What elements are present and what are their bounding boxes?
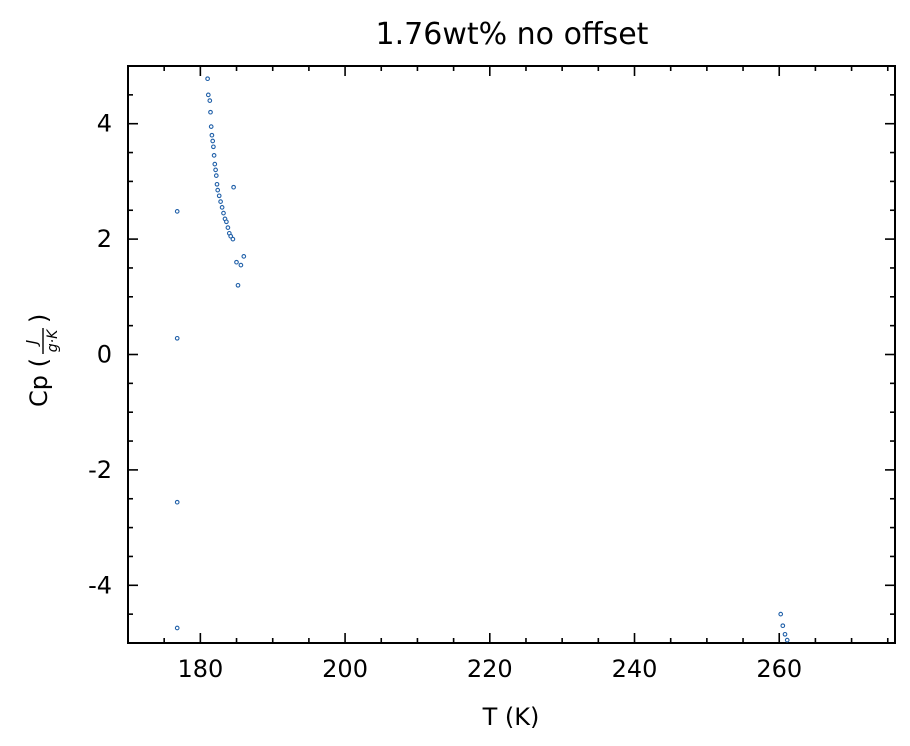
data-point: [174, 625, 180, 631]
data-point: [205, 76, 210, 82]
data-point: [224, 219, 229, 225]
data-point: [230, 236, 236, 242]
x-tick-label: 220: [467, 655, 513, 683]
data-point: [228, 233, 234, 239]
data-point: [234, 259, 239, 265]
y-tick-label: 4: [97, 110, 112, 138]
x-tick-label: 180: [177, 655, 223, 683]
x-axis-label: T (K): [482, 703, 540, 731]
data-point: [784, 637, 790, 643]
y-axis-label-numerator: J: [23, 340, 41, 347]
data-point: [778, 611, 784, 617]
x-tick-label: 200: [322, 655, 368, 683]
data-point: [221, 210, 226, 216]
y-tick-label: -2: [88, 456, 112, 484]
y-axis-label-suffix: ): [25, 314, 53, 323]
x-tick-label: 240: [612, 655, 658, 683]
data-point: [211, 153, 217, 158]
data-point: [218, 199, 223, 204]
plot-area-frame: [127, 65, 896, 644]
data-point: [174, 335, 180, 341]
y-tick-label: -4: [88, 571, 112, 599]
data-point: [213, 173, 219, 178]
data-point: [214, 181, 220, 187]
chart-title: 1.76wt% no offset: [376, 17, 649, 52]
data-point: [225, 225, 231, 230]
data-point: [211, 144, 216, 150]
y-axis-label-denominator: g·K: [45, 328, 61, 352]
data-point: [210, 138, 216, 144]
data-point: [209, 132, 215, 138]
data-point: [219, 205, 225, 210]
data-point: [782, 631, 788, 637]
y-axis-label-prefix: Cp (: [25, 358, 53, 407]
axis-ticks: [128, 65, 895, 644]
y-tick-label: 0: [97, 341, 112, 369]
y-tick-label: 2: [97, 225, 112, 253]
data-point: [231, 184, 236, 190]
data-point: [174, 209, 180, 214]
data-point: [213, 167, 218, 173]
data-point: [208, 124, 214, 129]
data-point: [241, 254, 247, 259]
data-point: [215, 187, 221, 193]
x-tick-label: 260: [756, 655, 802, 683]
data-point: [780, 623, 786, 629]
data-point: [238, 262, 244, 268]
data-point: [212, 161, 218, 167]
data-point: [216, 193, 222, 199]
data-point: [208, 109, 213, 115]
y-axis-label: Cp ( J g·K ): [23, 314, 61, 407]
data-points: [174, 76, 790, 643]
data-point: [235, 282, 241, 288]
axis-tick-labels: 180 200 220 240 260 -4 -2 0 2 4: [88, 110, 802, 683]
data-point: [174, 499, 180, 505]
data-point: [205, 92, 211, 98]
data-point: [207, 98, 213, 103]
